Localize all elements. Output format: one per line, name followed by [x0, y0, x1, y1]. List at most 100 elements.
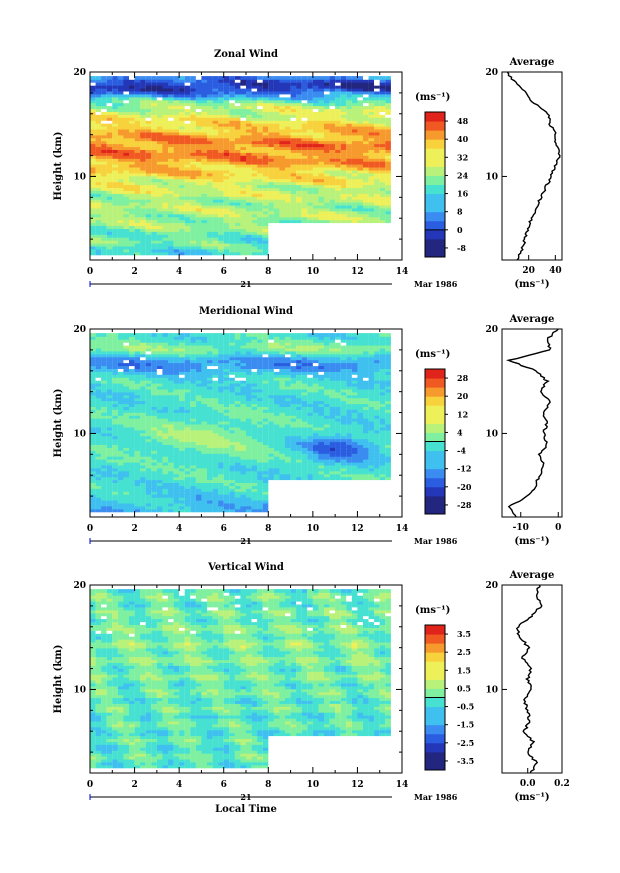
- heatmap-cell: [251, 400, 258, 405]
- heatmap-cell: [162, 508, 168, 513]
- heatmap-cell: [351, 90, 358, 95]
- heatmap-cell: [201, 494, 207, 498]
- heatmap-cell: [190, 447, 196, 451]
- heatmap-cell: [112, 494, 118, 498]
- heatmap-cell: [262, 184, 269, 188]
- heatmap-cell: [195, 190, 202, 194]
- heatmap-cell: [335, 190, 341, 194]
- heatmap-cell: [251, 178, 258, 183]
- heatmap-cell: [134, 409, 141, 413]
- heatmap-cell: [335, 181, 341, 186]
- heatmap-cell: [95, 333, 102, 337]
- heatmap-cell: [262, 166, 269, 171]
- heatmap-cell: [251, 385, 258, 390]
- heatmap-cell: [112, 204, 118, 209]
- heatmap-cell: [90, 502, 96, 507]
- heatmap-cell: [279, 108, 285, 112]
- heatmap-cell: [106, 382, 113, 387]
- heatmap-cell: [329, 163, 336, 168]
- heatmap-cell: [123, 245, 129, 250]
- heatmap-cell: [112, 122, 118, 127]
- heatmap-cell: [357, 172, 363, 177]
- heatmap-cell: [240, 333, 246, 337]
- heatmap-cell: [151, 479, 157, 483]
- heatmap-cell: [251, 365, 258, 369]
- heatmap-cell: [218, 102, 224, 107]
- heatmap-cell: [190, 476, 196, 481]
- heatmap-cell: [129, 488, 135, 492]
- heatmap-cell: [140, 128, 146, 133]
- heatmap-cell: [190, 444, 196, 448]
- heatmap-cell: [195, 105, 202, 110]
- heatmap-cell: [223, 458, 230, 463]
- heatmap-cell: [90, 415, 96, 419]
- heatmap-cell: [307, 216, 313, 221]
- heatmap-cell: [95, 432, 102, 437]
- heatmap-cell: [117, 99, 124, 104]
- heatmap-cell: [162, 193, 168, 197]
- heatmap-cell: [379, 76, 386, 80]
- heatmap-cell: [273, 105, 280, 110]
- heatmap-cell: [234, 207, 241, 212]
- heatmap-cell: [112, 394, 118, 399]
- heatmap-cell: [207, 494, 213, 498]
- heatmap-cell: [262, 120, 269, 124]
- heatmap-cell: [95, 82, 102, 86]
- heatmap-cell: [207, 350, 213, 355]
- heatmap-cell: [301, 137, 308, 142]
- heatmap-cell: [251, 152, 258, 156]
- heatmap-cell: [240, 234, 246, 238]
- heatmap-cell: [190, 82, 196, 86]
- heatmap-cell: [234, 134, 241, 139]
- heatmap-cell: [156, 96, 163, 101]
- heatmap-cell: [363, 198, 369, 203]
- heatmap-cell: [179, 122, 185, 127]
- heatmap-cell: [168, 508, 174, 513]
- heatmap-cell: [251, 394, 258, 399]
- heatmap-cell: [251, 131, 258, 136]
- heatmap-cell: [117, 473, 124, 478]
- heatmap-cell: [290, 198, 297, 203]
- heatmap-cell: [129, 201, 135, 206]
- heatmap-cell: [218, 473, 224, 478]
- heatmap-cell: [307, 120, 313, 124]
- heatmap-cell: [385, 219, 391, 224]
- heatmap-cell: [201, 105, 207, 110]
- heatmap-cell: [296, 204, 302, 209]
- heatmap-cell: [218, 172, 224, 177]
- heatmap-cell: [346, 140, 352, 145]
- heatmap-cell: [123, 333, 129, 337]
- heatmap-cell: [240, 114, 246, 118]
- heatmap-cell: [357, 108, 363, 112]
- heatmap-cell: [307, 178, 313, 183]
- heatmap-cell: [173, 178, 180, 183]
- heatmap-cell: [301, 99, 308, 104]
- heatmap-cell: [162, 488, 168, 492]
- heatmap-cell: [290, 128, 297, 133]
- heatmap-cell: [90, 356, 96, 361]
- heatmap-cell: [162, 140, 168, 145]
- heatmap-cell: [218, 447, 224, 451]
- heatmap-cell: [162, 105, 168, 110]
- heatmap-cell: [268, 172, 274, 177]
- heatmap-cell: [246, 412, 252, 416]
- heatmap-cell: [190, 120, 196, 124]
- heatmap-cell: [184, 169, 191, 174]
- heatmap-cell: [162, 379, 168, 384]
- heatmap-cell: [246, 435, 252, 440]
- heatmap-cell: [340, 172, 347, 177]
- heatmap-cell: [240, 160, 246, 165]
- heatmap-cell: [90, 464, 96, 469]
- heatmap-cell: [145, 87, 152, 92]
- heatmap-cell: [296, 122, 302, 127]
- heatmap-cell: [162, 344, 168, 349]
- heatmap-cell: [195, 423, 202, 428]
- heatmap-cell: [218, 476, 224, 481]
- heatmap-cell: [195, 368, 202, 372]
- heatmap-cell: [246, 388, 252, 393]
- heatmap-cell: [156, 239, 163, 244]
- heatmap-cell: [290, 108, 297, 112]
- heatmap-cell: [156, 251, 163, 256]
- heatmap-cell: [234, 181, 241, 186]
- heatmap-cell: [223, 184, 230, 188]
